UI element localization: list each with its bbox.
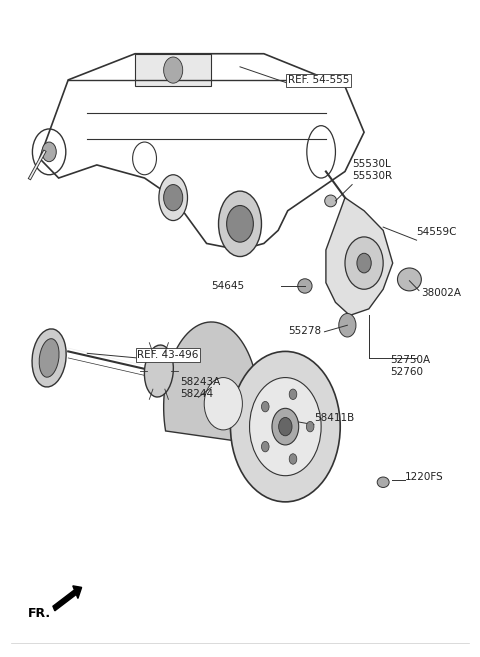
Text: FR.: FR. [28, 606, 51, 620]
Text: 52750A
52760: 52750A 52760 [390, 355, 431, 377]
Text: REF. 54-555: REF. 54-555 [288, 75, 349, 85]
Circle shape [262, 401, 269, 412]
Circle shape [42, 142, 56, 162]
Circle shape [227, 206, 253, 242]
Circle shape [262, 442, 269, 452]
Ellipse shape [218, 191, 262, 256]
Ellipse shape [377, 477, 389, 487]
Bar [135, 54, 211, 87]
Polygon shape [164, 322, 259, 443]
Ellipse shape [32, 329, 66, 387]
Ellipse shape [159, 175, 188, 221]
Text: 55530L
55530R: 55530L 55530R [352, 159, 392, 181]
Circle shape [357, 253, 371, 273]
Ellipse shape [298, 279, 312, 293]
Ellipse shape [324, 195, 336, 207]
Circle shape [230, 351, 340, 502]
Text: 38002A: 38002A [421, 288, 461, 298]
FancyArrow shape [53, 586, 82, 611]
Ellipse shape [144, 345, 173, 397]
Polygon shape [326, 198, 393, 315]
Circle shape [250, 378, 321, 476]
Text: 55278: 55278 [288, 326, 321, 336]
Ellipse shape [397, 268, 421, 291]
Circle shape [339, 313, 356, 337]
Text: REF. 43-496: REF. 43-496 [137, 350, 199, 360]
Ellipse shape [39, 338, 59, 377]
Circle shape [272, 408, 299, 445]
Text: 58243A
58244: 58243A 58244 [180, 376, 221, 399]
Text: 54645: 54645 [212, 281, 245, 291]
Circle shape [279, 417, 292, 436]
Circle shape [306, 421, 314, 432]
Text: 58411B: 58411B [314, 413, 354, 423]
Circle shape [204, 378, 242, 430]
Circle shape [289, 454, 297, 464]
Text: 54559C: 54559C [417, 227, 457, 237]
Circle shape [164, 185, 183, 211]
Circle shape [164, 57, 183, 83]
Circle shape [289, 389, 297, 399]
Text: 1220FS: 1220FS [405, 472, 444, 482]
Circle shape [345, 237, 383, 289]
